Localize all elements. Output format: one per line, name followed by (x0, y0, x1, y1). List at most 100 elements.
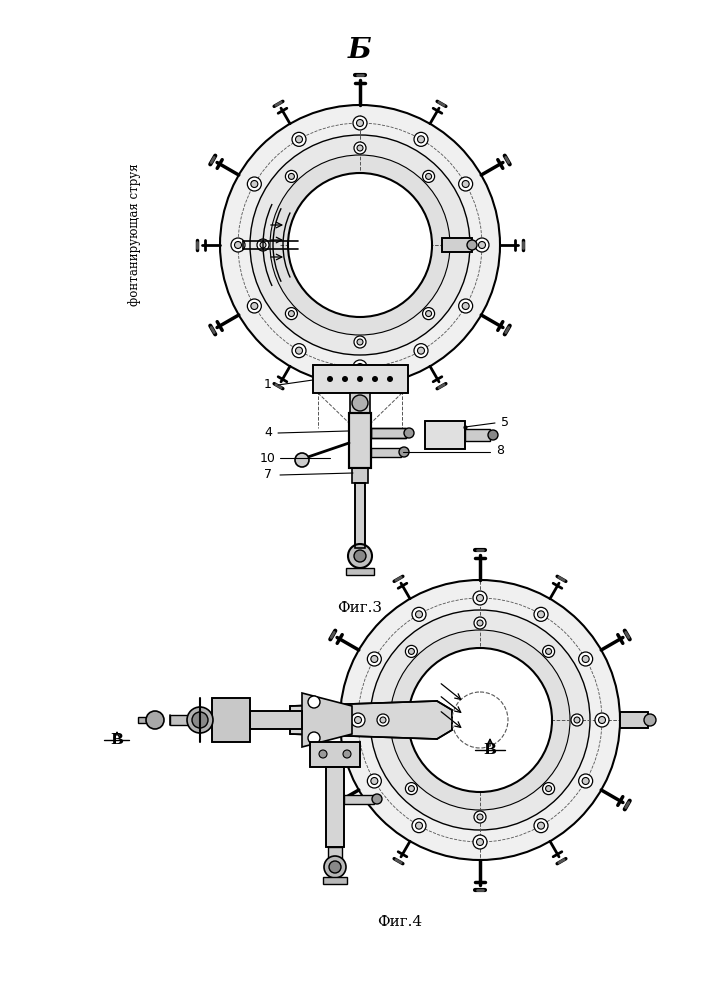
Circle shape (477, 814, 483, 820)
Circle shape (296, 347, 303, 354)
Bar (250, 711, 302, 729)
Circle shape (340, 580, 620, 860)
Circle shape (292, 344, 306, 358)
Circle shape (260, 242, 266, 248)
Circle shape (462, 302, 469, 310)
Bar (349, 413, 371, 468)
Circle shape (426, 311, 431, 317)
Circle shape (356, 363, 363, 370)
Circle shape (405, 783, 417, 795)
Circle shape (412, 607, 426, 621)
Circle shape (426, 173, 431, 179)
Bar (620, 712, 648, 728)
Circle shape (467, 240, 477, 250)
Circle shape (372, 794, 382, 804)
Circle shape (477, 620, 483, 626)
Bar (346, 568, 374, 575)
Circle shape (473, 591, 487, 605)
Bar (371, 428, 406, 438)
Circle shape (327, 376, 333, 382)
Circle shape (574, 717, 580, 723)
Polygon shape (302, 693, 352, 747)
Text: 1: 1 (264, 378, 272, 391)
Circle shape (409, 648, 414, 654)
Bar (313, 365, 408, 393)
Circle shape (454, 242, 460, 248)
Circle shape (354, 550, 366, 562)
Circle shape (418, 136, 424, 143)
Circle shape (414, 344, 428, 358)
Text: Б: Б (348, 36, 372, 64)
Circle shape (537, 611, 544, 618)
Circle shape (342, 376, 348, 382)
Circle shape (324, 856, 346, 878)
Bar (425, 421, 465, 449)
Circle shape (288, 173, 432, 317)
Polygon shape (290, 701, 452, 739)
Circle shape (537, 822, 544, 829)
Circle shape (371, 656, 378, 662)
Circle shape (286, 308, 298, 320)
Text: Фиг.3: Фиг.3 (337, 601, 382, 615)
Circle shape (418, 347, 424, 354)
Circle shape (368, 774, 381, 788)
Circle shape (308, 696, 320, 708)
Bar (313, 365, 408, 393)
Circle shape (247, 299, 262, 313)
Circle shape (356, 119, 363, 126)
Circle shape (423, 170, 435, 182)
Bar (212, 698, 250, 742)
Bar (326, 767, 344, 847)
Circle shape (357, 339, 363, 345)
Circle shape (187, 707, 213, 733)
Circle shape (371, 778, 378, 784)
Circle shape (257, 239, 269, 251)
Circle shape (477, 838, 484, 846)
Circle shape (343, 750, 351, 758)
Bar (170, 715, 200, 725)
Circle shape (416, 822, 423, 829)
Circle shape (387, 376, 393, 382)
Circle shape (247, 177, 262, 191)
Circle shape (270, 155, 450, 335)
Circle shape (192, 712, 208, 728)
Text: Фиг.4: Фиг.4 (378, 915, 423, 929)
Bar (355, 483, 365, 548)
Circle shape (370, 610, 590, 830)
Circle shape (372, 376, 378, 382)
Circle shape (295, 453, 309, 467)
Bar (371, 428, 406, 438)
Text: фонтанирующая струя: фонтанирующая струя (129, 164, 141, 306)
Text: 7: 7 (264, 468, 272, 482)
Circle shape (357, 145, 363, 151)
Bar (350, 393, 370, 413)
Text: 5: 5 (501, 416, 509, 430)
Circle shape (220, 105, 500, 385)
Circle shape (459, 299, 473, 313)
Circle shape (414, 132, 428, 146)
Circle shape (462, 180, 469, 188)
Bar (620, 712, 648, 728)
Circle shape (451, 239, 463, 251)
Bar (212, 698, 250, 742)
Text: В: В (484, 743, 496, 757)
Bar (425, 421, 465, 449)
Bar (465, 429, 490, 441)
Circle shape (582, 778, 589, 784)
Circle shape (390, 630, 570, 810)
Text: 4: 4 (264, 426, 272, 440)
Circle shape (146, 711, 164, 729)
Circle shape (542, 645, 554, 657)
Circle shape (368, 652, 381, 666)
Circle shape (412, 819, 426, 833)
Text: В: В (110, 733, 124, 747)
Circle shape (477, 594, 484, 601)
Text: 10: 10 (260, 452, 276, 464)
Circle shape (292, 132, 306, 146)
Circle shape (578, 774, 592, 788)
Circle shape (251, 180, 258, 188)
Circle shape (578, 652, 592, 666)
Circle shape (644, 714, 656, 726)
Circle shape (416, 611, 423, 618)
Circle shape (308, 732, 320, 744)
